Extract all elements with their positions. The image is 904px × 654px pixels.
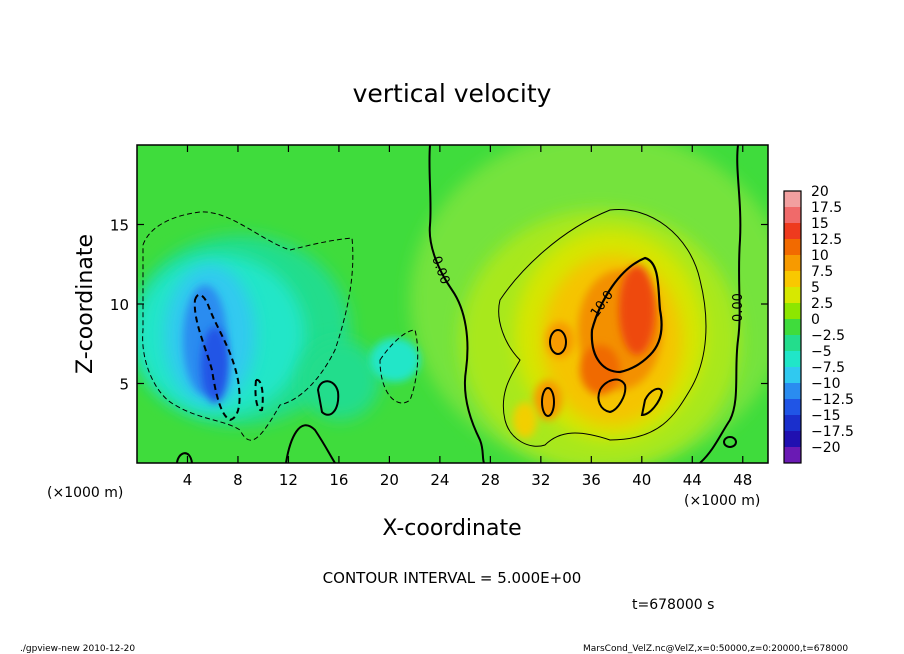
zero-contour-right [699,145,742,463]
x-unit-left: (×1000 m) [47,485,123,501]
x-tick-label: 48 [733,471,752,489]
y-tick-label: 10 [110,296,129,314]
colorbar-label: 17.5 [811,200,842,216]
y-axis-label: Z-coordinate [73,234,98,374]
zero-contour-left [428,145,485,463]
x-axis-label: X-coordinate [382,516,521,541]
contour-lines [142,145,742,463]
colorbar-label: −7.5 [811,360,845,376]
contour-neg10-b [254,378,264,412]
footer-right: MarsCond_VelZ.nc@VelZ,x=0:50000,z=0:2000… [583,644,848,654]
colorbar-label: −15 [811,408,841,424]
x-tick-label: 40 [632,471,651,489]
contour-neg5 [142,211,354,441]
x-tick-label: 28 [481,471,500,489]
contour-label-0-right: 0.00 [731,293,746,322]
colorbar-swatch [784,415,801,432]
x-tick-label: 44 [683,471,702,489]
contour-10-small-d [640,387,664,417]
x-tick-label: 12 [279,471,298,489]
contour-10-small-c [597,378,627,414]
colorbar-label: −5 [811,344,832,360]
colorbar-swatch [784,191,801,208]
x-tick-label: 24 [430,471,449,489]
contour-interval: CONTOUR INTERVAL = 5.000E+00 [323,569,582,587]
contour-bottom-c [316,380,340,416]
colorbar-label: −2.5 [811,328,845,344]
colorbar-label: −20 [811,440,841,456]
colorbar-label: 20 [811,184,829,200]
colorbar-swatch [784,351,801,368]
heatmap-field [137,145,768,463]
colorbar-swatch [784,431,801,448]
colorbar-swatch [784,271,801,288]
x-tick-label: 4 [183,471,193,489]
colorbar-swatch [784,255,801,272]
colorbar-swatch [784,367,801,384]
colorbar-label: 5 [811,280,820,296]
colorbar-swatch [784,207,801,224]
x-tick-label: 36 [582,471,601,489]
x-tick-label: 20 [380,471,399,489]
contour-10 [590,256,663,374]
contour-10-small-a [549,329,567,355]
footer-left: ./gpview-new 2010-12-20 [20,644,135,654]
time-label: t=678000 s [632,597,714,613]
x-axis: 4 8 12 16 20 24 28 32 36 40 44 48 [183,145,752,489]
y-tick-label: 5 [119,376,129,394]
contour-bottom-d [723,436,737,448]
colorbar-swatch [784,239,801,256]
colorbar-label: 0 [811,312,820,328]
contour-5 [498,208,707,447]
chart-title: vertical velocity [353,79,552,108]
colorbar-swatch [784,287,801,304]
colorbar-label: −17.5 [811,424,854,440]
contour-bottom-b [285,424,336,463]
colorbar-swatch [784,319,801,336]
colorbar-frame [783,190,802,464]
colorbar-swatch [784,447,801,464]
x-tick-label: 8 [233,471,243,489]
colorbar-swatch [784,383,801,400]
y-axis: 5 10 15 [110,217,768,394]
x-tick-label: 32 [531,471,550,489]
colorbar-label: −12.5 [811,392,854,408]
colorbar-label: 7.5 [811,264,833,280]
y-tick-label: 15 [110,217,129,235]
x-tick-label: 16 [329,471,348,489]
contour-bottom-a [176,452,193,463]
colorbar: 2017.51512.5107.552.50−2.5−5−7.5−10−12.5… [783,184,854,464]
colorbar-swatch [784,223,801,240]
colorbar-label: −10 [811,376,841,392]
contour-10-small-b [541,387,555,417]
colorbar-swatch [784,399,801,416]
colorbar-label: 10 [811,248,829,264]
colorbar-label: 12.5 [811,232,842,248]
x-unit-right: (×1000 m) [684,493,760,509]
colorbar-swatch [784,335,801,352]
colorbar-label: 15 [811,216,829,232]
contour-neg10 [193,293,241,422]
colorbar-swatch [784,303,801,320]
colorbar-label: 2.5 [811,296,833,312]
